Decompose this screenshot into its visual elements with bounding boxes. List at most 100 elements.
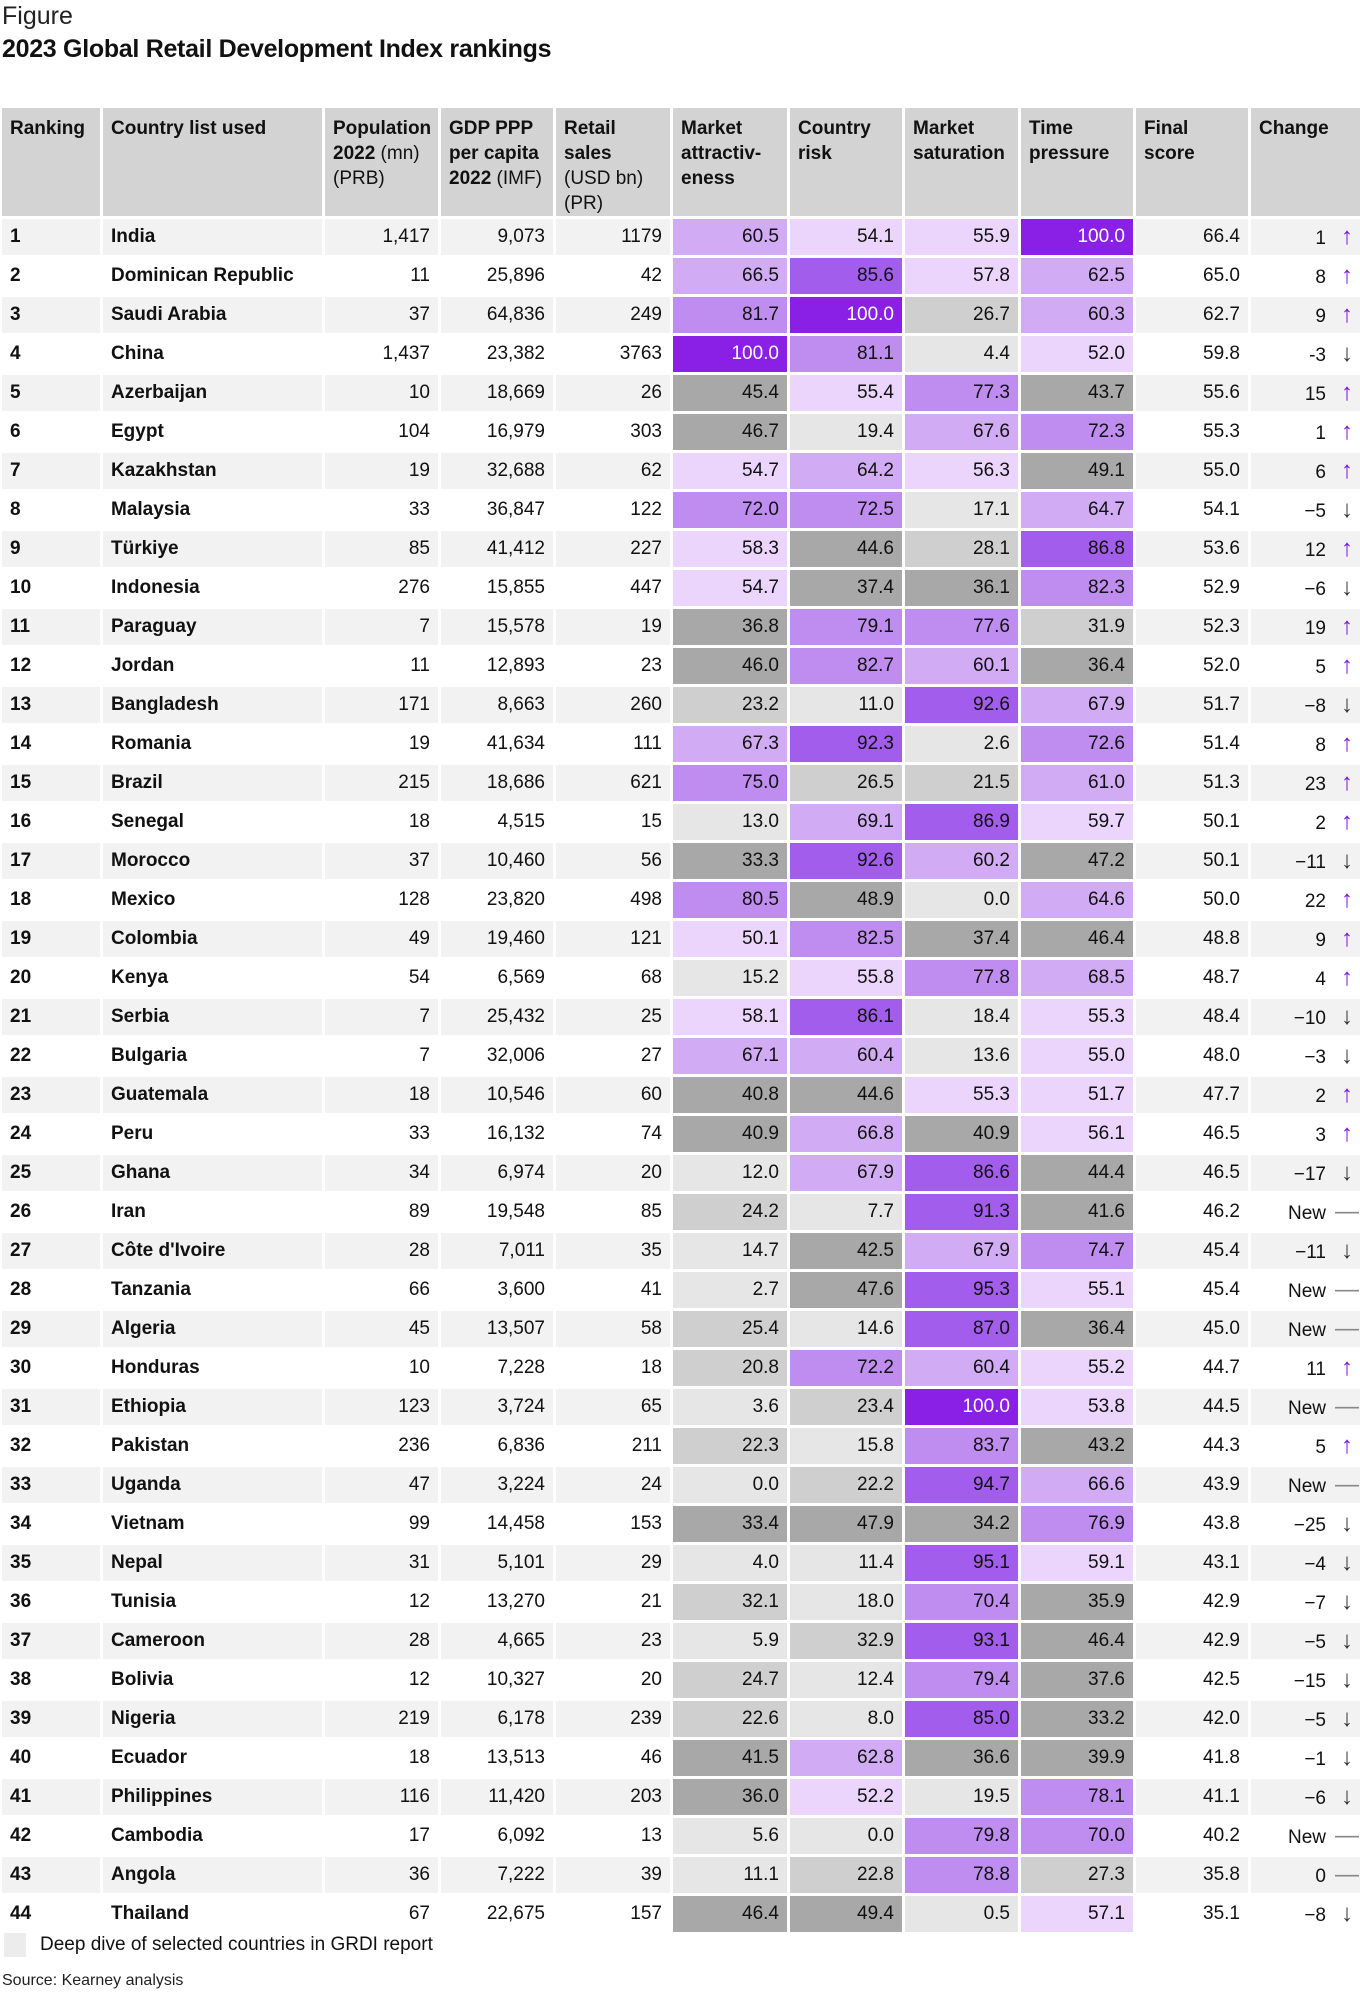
arrow-down-icon: ↓ — [1341, 1003, 1353, 1030]
cell-market-attractiveness: 23.2 — [673, 687, 787, 726]
table-row: 35 Nepal 31 5,101 29 4.0 11.4 95.1 59.1 43.1 −4 ↓ — [2, 1545, 1360, 1584]
change-value: −6 — [1304, 579, 1326, 600]
cell-country: Indonesia — [103, 570, 322, 609]
cell-retail-sales: 260 — [556, 687, 670, 726]
cell-final-score: 48.4 — [1136, 999, 1248, 1038]
cell-time-pressure: 60.3 — [1021, 297, 1133, 336]
cell-market-attractiveness: 54.7 — [673, 453, 787, 492]
cell-country: Bangladesh — [103, 687, 322, 726]
cell-market-attractiveness: 24.7 — [673, 1662, 787, 1701]
cell-retail-sales: 26 — [556, 375, 670, 414]
cell-country-risk: 14.6 — [790, 1311, 902, 1350]
cell-country: Peru — [103, 1116, 322, 1155]
cell-ranking: 23 — [2, 1077, 100, 1116]
cell-change: -3 ↓ — [1251, 336, 1360, 375]
cell-country-risk: 54.1 — [790, 219, 902, 258]
table-row: 11 Paraguay 7 15,578 19 36.8 79.1 77.6 31.9 52.3 1… — [2, 609, 1360, 648]
cell-retail-sales: 46 — [556, 1740, 670, 1779]
cell-final-score: 44.5 — [1136, 1389, 1248, 1428]
cell-ranking: 36 — [2, 1584, 100, 1623]
cell-change: 8 ↑ — [1251, 726, 1360, 765]
cell-country-risk: 62.8 — [790, 1740, 902, 1779]
cell-final-score: 43.9 — [1136, 1467, 1248, 1506]
cell-gdp: 22,675 — [441, 1896, 553, 1935]
cell-country-risk: 100.0 — [790, 297, 902, 336]
table-row: 43 Angola 36 7,222 39 11.1 22.8 78.8 27.3 35.8 0— — [2, 1857, 1360, 1896]
cell-gdp: 6,569 — [441, 960, 553, 999]
cell-market-saturation: 18.4 — [905, 999, 1018, 1038]
cell-retail-sales: 21 — [556, 1584, 670, 1623]
cell-market-attractiveness: 15.2 — [673, 960, 787, 999]
cell-country-risk: 52.2 — [790, 1779, 902, 1818]
arrow-up-icon: ↑ — [1341, 808, 1353, 835]
cell-country-risk: 44.6 — [790, 531, 902, 570]
cell-country-risk: 19.4 — [790, 414, 902, 453]
table-row: 5 Azerbaijan 10 18,669 26 45.4 55.4 77.3 43.7 55.… — [2, 375, 1360, 414]
cell-gdp: 12,893 — [441, 648, 553, 687]
arrow-up-icon: ↑ — [1341, 964, 1353, 991]
cell-ranking: 12 — [2, 648, 100, 687]
cell-ranking: 34 — [2, 1506, 100, 1545]
cell-change: 1 ↑ — [1251, 219, 1360, 258]
cell-country: Tunisia — [103, 1584, 322, 1623]
cell-final-score: 51.3 — [1136, 765, 1248, 804]
cell-population: 11 — [325, 258, 438, 297]
cell-gdp: 3,600 — [441, 1272, 553, 1311]
cell-market-attractiveness: 58.1 — [673, 999, 787, 1038]
cell-change: −5 ↓ — [1251, 492, 1360, 531]
cell-gdp: 32,006 — [441, 1038, 553, 1077]
cell-time-pressure: 59.1 — [1021, 1545, 1133, 1584]
table-row: 42 Cambodia 17 6,092 13 5.6 0.0 79.8 70.0 40.2 New… — [2, 1818, 1360, 1857]
cell-gdp: 25,896 — [441, 258, 553, 297]
cell-ranking: 31 — [2, 1389, 100, 1428]
cell-market-saturation: 86.6 — [905, 1155, 1018, 1194]
cell-market-saturation: 21.5 — [905, 765, 1018, 804]
cell-population: 18 — [325, 1740, 438, 1779]
cell-gdp: 10,546 — [441, 1077, 553, 1116]
cell-retail-sales: 203 — [556, 1779, 670, 1818]
cell-market-saturation: 77.8 — [905, 960, 1018, 999]
cell-country: Cambodia — [103, 1818, 322, 1857]
cell-ranking: 18 — [2, 882, 100, 921]
table-row: 31 Ethiopia 123 3,724 65 3.6 23.4 100.0 53.8 44.5… — [2, 1389, 1360, 1428]
cell-country: Nepal — [103, 1545, 322, 1584]
change-value: −3 — [1304, 1047, 1326, 1068]
cell-country-risk: 18.0 — [790, 1584, 902, 1623]
arrow-down-icon: ↓ — [1341, 1627, 1353, 1654]
cell-retail-sales: 19 — [556, 609, 670, 648]
cell-population: 171 — [325, 687, 438, 726]
arrow-up-icon: ↑ — [1341, 730, 1353, 757]
cell-retail-sales: 24 — [556, 1467, 670, 1506]
cell-ranking: 26 — [2, 1194, 100, 1233]
cell-market-saturation: 94.7 — [905, 1467, 1018, 1506]
cell-ranking: 44 — [2, 1896, 100, 1935]
cell-country-risk: 47.9 — [790, 1506, 902, 1545]
cell-gdp: 23,382 — [441, 336, 553, 375]
cell-change: 19 ↑ — [1251, 609, 1360, 648]
cell-market-saturation: 55.3 — [905, 1077, 1018, 1116]
cell-country: Nigeria — [103, 1701, 322, 1740]
cell-time-pressure: 46.4 — [1021, 1623, 1133, 1662]
cell-market-attractiveness: 46.7 — [673, 414, 787, 453]
table-row: 25 Ghana 34 6,974 20 12.0 67.9 86.6 44.4 46.5 −17 ↓ — [2, 1155, 1360, 1194]
cell-final-score: 42.0 — [1136, 1701, 1248, 1740]
cell-final-score: 43.8 — [1136, 1506, 1248, 1545]
cell-final-score: 55.3 — [1136, 414, 1248, 453]
cell-gdp: 7,222 — [441, 1857, 553, 1896]
header-retail-sales: Retail sales (USD bn) (PR) — [556, 108, 670, 219]
cell-country-risk: 23.4 — [790, 1389, 902, 1428]
cell-time-pressure: 66.6 — [1021, 1467, 1133, 1506]
cell-change: New — — [1251, 1389, 1360, 1428]
cell-market-attractiveness: 25.4 — [673, 1311, 787, 1350]
cell-final-score: 48.8 — [1136, 921, 1248, 960]
cell-population: 67 — [325, 1896, 438, 1935]
cell-market-attractiveness: 54.7 — [673, 570, 787, 609]
change-value: 4 — [1315, 969, 1326, 990]
cell-market-attractiveness: 46.0 — [673, 648, 787, 687]
cell-gdp: 16,132 — [441, 1116, 553, 1155]
cell-change: −5 ↓ — [1251, 1701, 1360, 1740]
cell-market-saturation: 40.9 — [905, 1116, 1018, 1155]
cell-country-risk: 55.4 — [790, 375, 902, 414]
arrow-down-icon: ↓ — [1341, 1900, 1353, 1927]
cell-gdp: 11,420 — [441, 1779, 553, 1818]
